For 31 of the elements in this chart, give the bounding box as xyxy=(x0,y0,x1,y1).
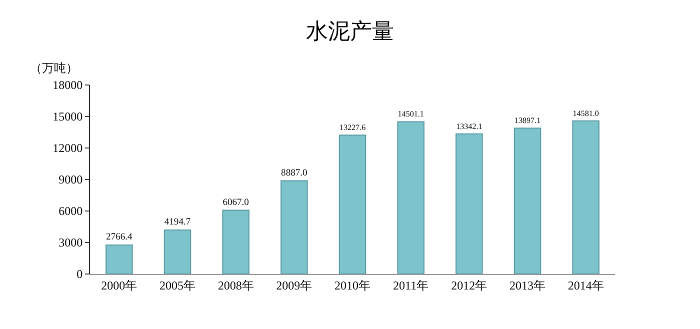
x-tick-label: 2009年 xyxy=(276,278,312,292)
bar xyxy=(397,121,424,274)
bar xyxy=(280,180,308,274)
data-label: 4194.7 xyxy=(164,216,191,228)
bar xyxy=(106,244,133,274)
y-tick-label: 18000 xyxy=(52,78,83,92)
x-tick-label: 2011年 xyxy=(393,278,429,292)
x-tick-label: 2014年 xyxy=(568,278,604,292)
data-label: 8887.0 xyxy=(281,167,308,178)
y-tick-label: 9000 xyxy=(58,172,83,187)
bar xyxy=(164,229,192,274)
y-tick-label: 12000 xyxy=(52,141,83,156)
bar xyxy=(456,133,483,274)
x-tick-label: 2005年 xyxy=(160,278,196,292)
data-label: 2766.4 xyxy=(106,232,132,243)
x-tick-label: 2013年 xyxy=(510,278,546,292)
bar xyxy=(338,134,366,274)
x-tick-label: 2012年 xyxy=(451,278,488,292)
bar xyxy=(222,210,250,274)
x-tick-label: 2010年 xyxy=(334,278,370,292)
x-tick-label: 2000年 xyxy=(101,278,138,292)
y-tick-label: 3000 xyxy=(58,236,83,250)
chart-title: 水泥产量 xyxy=(306,18,394,44)
bar xyxy=(572,120,600,274)
bar xyxy=(514,128,542,274)
x-tick-label: 2008年 xyxy=(218,278,254,292)
y-tick-label: 15000 xyxy=(52,110,83,124)
y-axis-title: （万吨） xyxy=(30,61,78,75)
data-label: 6067.0 xyxy=(222,196,250,208)
y-tick-label: 6000 xyxy=(58,204,83,218)
y-tick-label: 0 xyxy=(76,267,83,282)
